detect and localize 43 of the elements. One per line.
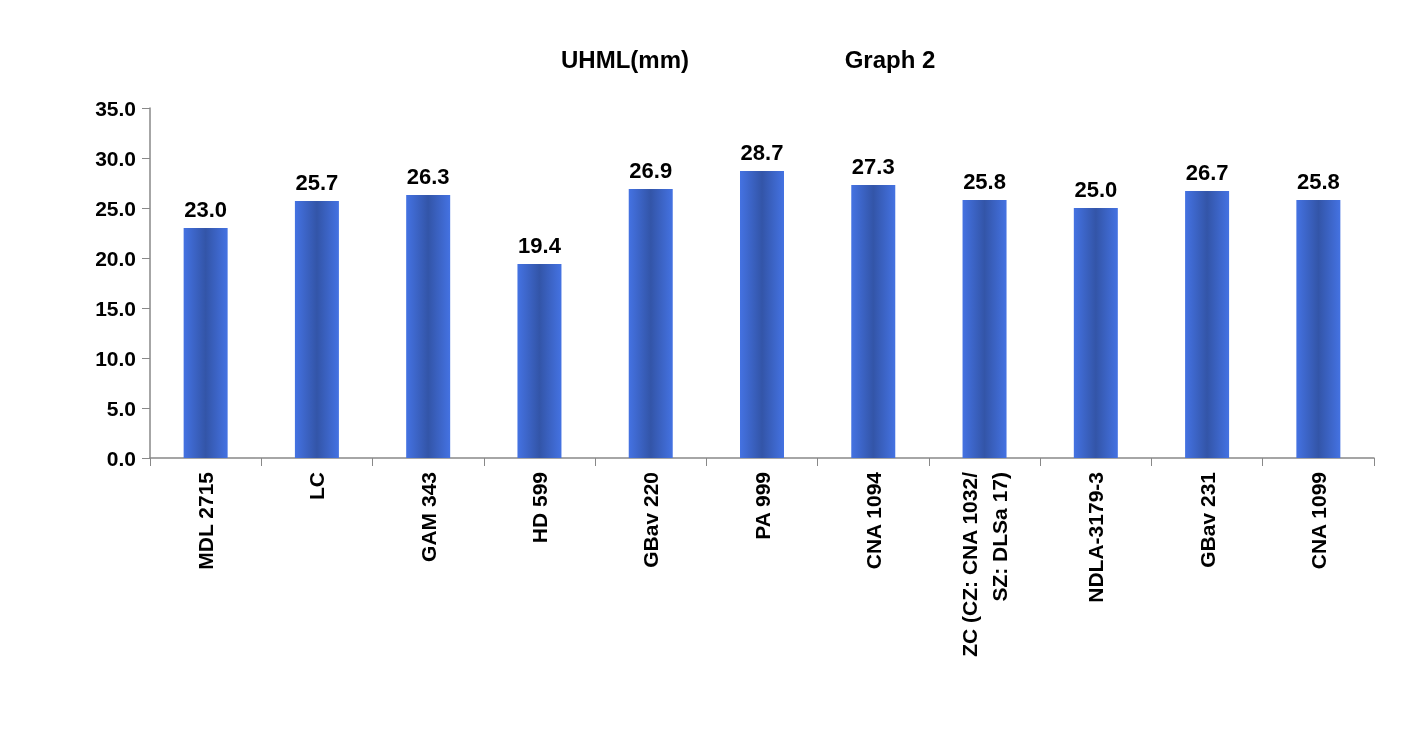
y-tick-label: 5.0 [106,396,136,420]
data-label: 26.7 [1185,159,1229,185]
y-tick-label: 0.0 [106,446,136,470]
data-label: 25.7 [295,169,339,195]
x-tick-label: MDL 2715 [194,471,218,570]
y-tick-label: 20.0 [95,246,136,270]
x-tick-label: GBav 220 [639,472,663,568]
bar [294,201,339,458]
bar [628,189,673,458]
bar [1073,208,1118,458]
y-tick-label: 30.0 [95,146,136,170]
data-label: 25.8 [963,168,1006,194]
data-label: 26.3 [406,163,450,189]
data-label: 19.4 [518,232,562,258]
data-label: 28.7 [740,139,784,165]
bar [1296,200,1341,458]
chart-subtitle: Graph 2 [844,45,936,73]
y-tick-label: 15.0 [95,296,136,320]
x-tick-label: LC [305,472,329,500]
y-tick-label: 25.0 [95,196,136,220]
data-label: 25.0 [1074,176,1118,202]
chart-title: UHML(mm) [561,45,689,73]
data-label: 26.9 [629,157,673,183]
x-tick-label: CNA 1094 [861,471,885,570]
data-label: 27.3 [851,153,895,179]
data-label: 23.0 [184,196,228,222]
bar [183,228,228,458]
bar [740,171,784,458]
x-tick-label: PA 999 [750,472,774,540]
bar [851,185,896,458]
x-tick-label: CNA 1099 [1306,472,1330,570]
bar [406,195,451,458]
x-tick-label: NDLA-3179-3 [1084,472,1108,603]
x-tick-label: GAM 343 [416,472,440,562]
x-tick-label: ZC (CZ: CNA 1032/ SZ: DLSa 17) [958,471,1012,657]
x-tick-label: HD 599 [527,472,551,544]
x-tick-label: GBav 231 [1195,471,1219,568]
bar [1185,191,1230,458]
bar [962,200,1007,458]
y-tick-label: 35.0 [95,96,136,120]
data-label: 25.8 [1296,168,1340,194]
bar [517,264,562,458]
y-tick-label: 10.0 [95,346,136,370]
